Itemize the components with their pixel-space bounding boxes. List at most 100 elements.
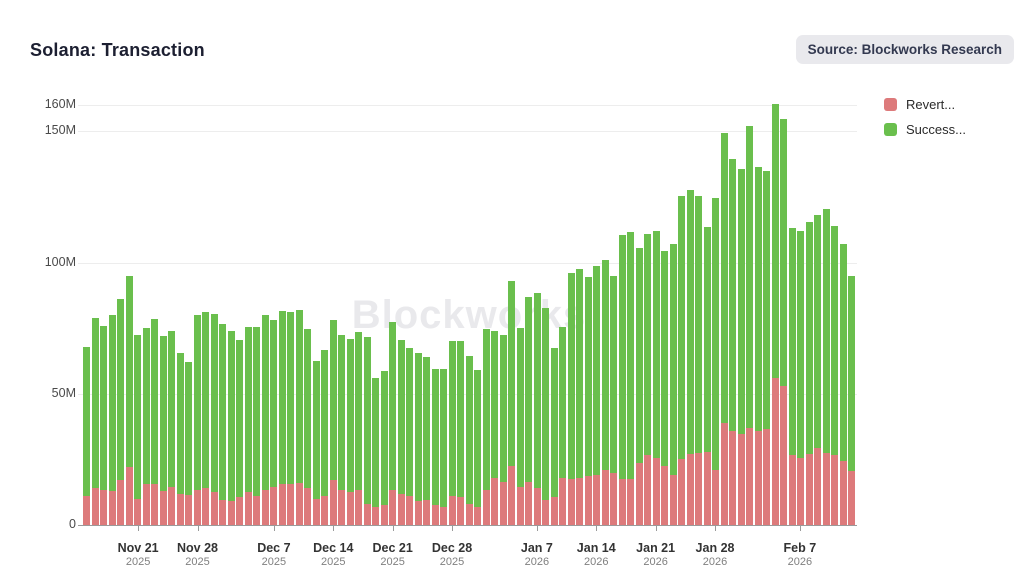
success-segment [372, 378, 379, 507]
bar-feb-1[interactable] [746, 126, 753, 525]
bar-dec-21[interactable] [389, 321, 396, 525]
bar-dec-20[interactable] [380, 371, 388, 525]
bar-jan-22[interactable] [661, 250, 668, 525]
success-segment [525, 296, 532, 482]
bar-jan-14[interactable] [593, 266, 600, 525]
success-segment [474, 370, 481, 507]
bar-jan-7[interactable] [533, 292, 541, 525]
bar-jan-18[interactable] [627, 232, 634, 525]
bar-dec-27[interactable] [440, 368, 447, 525]
bar-jan-2[interactable] [491, 330, 498, 525]
bar-jan-27[interactable] [703, 227, 711, 525]
bar-dec-13[interactable] [321, 350, 328, 525]
bar-jan-12[interactable] [576, 269, 583, 525]
bar-nov-22[interactable] [142, 328, 150, 525]
bar-dec-22[interactable] [397, 339, 405, 525]
bar-jan-1[interactable] [482, 329, 490, 525]
bar-dec-29[interactable] [457, 341, 464, 525]
success-segment [780, 119, 787, 386]
bar-jan-26[interactable] [695, 195, 702, 525]
bar-nov-27[interactable] [185, 362, 192, 525]
bar-dec-6[interactable] [261, 315, 269, 525]
bar-nov-19[interactable] [117, 299, 124, 525]
bar-nov-18[interactable] [108, 315, 116, 525]
bar-feb-11[interactable] [831, 225, 838, 525]
bar-jan-13[interactable] [584, 276, 592, 525]
bar-dec-23[interactable] [406, 347, 413, 525]
bar-dec-11[interactable] [304, 329, 311, 525]
x-tick-year: 2025 [261, 556, 287, 568]
bar-feb-12[interactable] [839, 244, 847, 525]
bar-dec-9[interactable] [287, 312, 294, 525]
bar-dec-18[interactable] [363, 337, 371, 525]
bar-feb-2[interactable] [754, 166, 762, 525]
bar-feb-9[interactable] [814, 215, 821, 525]
bar-jan-17[interactable] [618, 234, 626, 525]
bar-feb-5[interactable] [780, 119, 787, 525]
bar-jan-20[interactable] [644, 233, 651, 525]
bar-nov-17[interactable] [100, 325, 107, 525]
bar-feb-4[interactable] [771, 103, 779, 525]
bar-nov-29[interactable] [202, 312, 209, 525]
bar-jan-9[interactable] [550, 347, 558, 525]
legend-item-revert[interactable]: Revert... [884, 97, 966, 112]
bar-dec-26[interactable] [431, 368, 439, 525]
bar-dec-19[interactable] [372, 378, 379, 525]
bar-dec-31[interactable] [474, 370, 481, 525]
bar-dec-8[interactable] [278, 311, 286, 525]
bar-jan-16[interactable] [610, 275, 617, 525]
bar-nov-30[interactable] [210, 313, 218, 525]
bar-jan-8[interactable] [542, 308, 549, 525]
bar-jan-29[interactable] [720, 132, 728, 525]
x-tick-mark-feb-7 [799, 526, 801, 531]
bar-jan-21[interactable] [652, 231, 660, 525]
bar-jan-11[interactable] [567, 273, 575, 525]
bar-jan-24[interactable] [678, 195, 685, 525]
bar-dec-25[interactable] [423, 357, 430, 525]
bar-nov-20[interactable] [125, 275, 133, 525]
bar-dec-10[interactable] [295, 309, 303, 525]
bar-dec-12[interactable] [312, 360, 320, 525]
bar-jan-3[interactable] [499, 334, 507, 525]
bar-dec-7[interactable] [270, 320, 277, 525]
bar-dec-14[interactable] [329, 320, 337, 525]
bar-dec-17[interactable] [355, 332, 362, 525]
success-segment [261, 315, 269, 490]
bar-dec-24[interactable] [414, 353, 422, 525]
bar-feb-13[interactable] [848, 275, 855, 525]
bar-dec-16[interactable] [346, 338, 354, 525]
bar-nov-15[interactable] [83, 346, 90, 525]
bar-nov-24[interactable] [159, 336, 167, 525]
bar-nov-21[interactable] [134, 334, 141, 525]
bar-dec-28[interactable] [448, 341, 456, 525]
bar-nov-25[interactable] [168, 330, 175, 525]
bar-jan-10[interactable] [559, 326, 566, 525]
bar-jan-23[interactable] [669, 244, 677, 525]
bar-feb-7[interactable] [797, 231, 804, 525]
bar-jan-19[interactable] [635, 248, 643, 525]
bar-jan-4[interactable] [508, 280, 515, 525]
bar-jan-31[interactable] [737, 169, 745, 525]
bar-nov-23[interactable] [151, 318, 158, 525]
bar-nov-16[interactable] [91, 317, 99, 525]
bar-feb-6[interactable] [788, 228, 796, 525]
bar-dec-15[interactable] [338, 334, 345, 525]
bar-feb-3[interactable] [763, 170, 770, 525]
bar-dec-4[interactable] [244, 326, 252, 525]
bar-jan-28[interactable] [712, 198, 719, 525]
bar-jan-25[interactable] [686, 190, 694, 525]
bar-feb-10[interactable] [822, 208, 830, 525]
bar-jan-6[interactable] [525, 296, 532, 525]
bar-dec-30[interactable] [465, 355, 473, 525]
bar-jan-5[interactable] [516, 328, 524, 525]
legend-item-success[interactable]: Success... [884, 122, 966, 137]
bar-nov-26[interactable] [176, 353, 184, 525]
bar-jan-30[interactable] [729, 158, 736, 525]
bar-jan-15[interactable] [601, 259, 609, 525]
bar-dec-2[interactable] [227, 330, 235, 525]
bar-feb-8[interactable] [805, 221, 813, 525]
bar-nov-28[interactable] [193, 315, 201, 525]
bar-dec-5[interactable] [253, 326, 260, 525]
bar-dec-1[interactable] [219, 324, 226, 525]
bar-dec-3[interactable] [236, 339, 243, 525]
